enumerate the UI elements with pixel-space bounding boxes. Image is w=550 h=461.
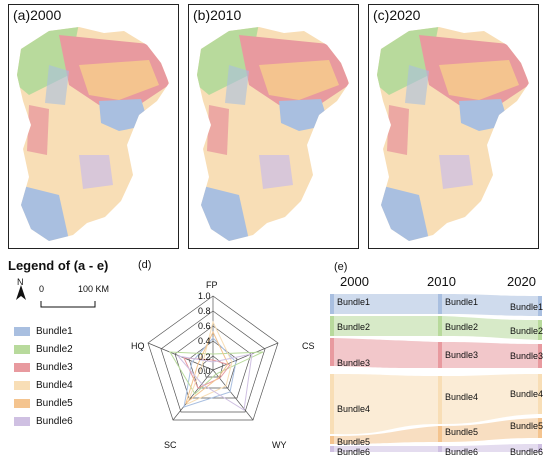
north-arrow-icon — [16, 285, 26, 300]
scale-bar — [40, 296, 96, 308]
radar-tick: 1.0 — [198, 291, 211, 301]
legend-label: Bundle2 — [36, 344, 73, 355]
sankey-panel-label: (e) — [334, 261, 348, 273]
legend-item: Bundle2 — [14, 344, 73, 356]
map-panel-title: (c)2020 — [373, 7, 421, 23]
radar-tick: 0.2 — [198, 352, 211, 362]
sankey-year: 2020 — [507, 274, 536, 289]
radar-axis-label: WY — [272, 440, 287, 450]
legend-swatch — [14, 416, 30, 426]
legend-swatch — [14, 362, 30, 372]
scale-end: 100 KM — [78, 284, 110, 294]
map-2000 — [9, 5, 180, 250]
sankey-node-label: Bundle1 — [510, 302, 544, 312]
sankey-node-label: Bundle5 — [337, 437, 371, 447]
sankey-node-label: Bundle3 — [337, 358, 371, 368]
legend-label: Bundle3 — [36, 362, 73, 373]
map-panel-2020: (c)2020 — [368, 4, 539, 249]
map-panel-title: (b)2010 — [193, 7, 242, 23]
sankey-node-label: Bundle2 — [337, 322, 371, 332]
sankey-node-label: Bundle1 — [337, 297, 371, 307]
legend-label: Bundle5 — [36, 398, 73, 409]
legend-item: Bundle4 — [14, 380, 73, 392]
radar-panel-label: (d) — [138, 259, 152, 271]
legend-label: Bundle6 — [36, 416, 73, 427]
sankey-node-label: Bundle6 — [445, 447, 479, 457]
scale-bar-line — [40, 301, 96, 308]
map-panel-2000: (a)2000 — [8, 4, 179, 249]
map-panel-2010: (b)2010 — [188, 4, 359, 249]
legend-title: Legend of (a - e) — [8, 258, 109, 273]
legend-swatch — [14, 344, 30, 354]
sankey-node-label: Bundle2 — [445, 322, 479, 332]
radar-chart — [147, 295, 279, 421]
sankey-chart — [330, 294, 542, 452]
sankey-node-label: Bundle5 — [445, 427, 479, 437]
legend-item: Bundle3 — [14, 362, 73, 374]
sankey-node-label: Bundle3 — [445, 350, 479, 360]
map-2020 — [369, 5, 540, 250]
sankey-node-label: Bundle1 — [445, 297, 479, 307]
scale-zero: 0 — [39, 284, 45, 294]
map-2010 — [189, 5, 360, 250]
sankey-node-label: Bundle5 — [510, 421, 544, 431]
sankey-year: 2000 — [340, 274, 369, 289]
radar-tick: 0.0 — [198, 366, 211, 376]
legend-label: Bundle1 — [36, 326, 73, 337]
sankey-node-label: Bundle6 — [337, 447, 371, 457]
legend-label: Bundle4 — [36, 380, 73, 391]
radar-axis-label: SC — [164, 440, 177, 450]
legend-item: Bundle5 — [14, 398, 73, 410]
sankey-node-label: Bundle2 — [510, 326, 544, 336]
map-panel-title: (a)2000 — [13, 7, 62, 23]
sankey-node-label: Bundle4 — [445, 392, 479, 402]
legend-swatch — [14, 326, 30, 336]
legend-swatch — [14, 398, 30, 408]
radar-tick: 0.4 — [198, 336, 211, 346]
sankey-year: 2010 — [427, 274, 456, 289]
sankey-node-label: Bundle3 — [510, 351, 544, 361]
north-label: N — [17, 277, 24, 287]
sankey-node-label: Bundle4 — [510, 389, 544, 399]
legend-swatch — [14, 380, 30, 390]
radar-tick: 0.6 — [198, 321, 211, 331]
sankey-node-label: Bundle6 — [510, 447, 544, 457]
radar-axis-label: CS — [302, 341, 315, 351]
sankey-node-label: Bundle4 — [337, 404, 371, 414]
radar-tick: 0.8 — [198, 306, 211, 316]
radar-axis-label: FP — [206, 280, 218, 290]
radar-axis-label: HQ — [131, 341, 145, 351]
legend-item: Bundle1 — [14, 326, 73, 338]
north-arrow: N — [14, 277, 28, 301]
legend-item: Bundle6 — [14, 416, 73, 428]
